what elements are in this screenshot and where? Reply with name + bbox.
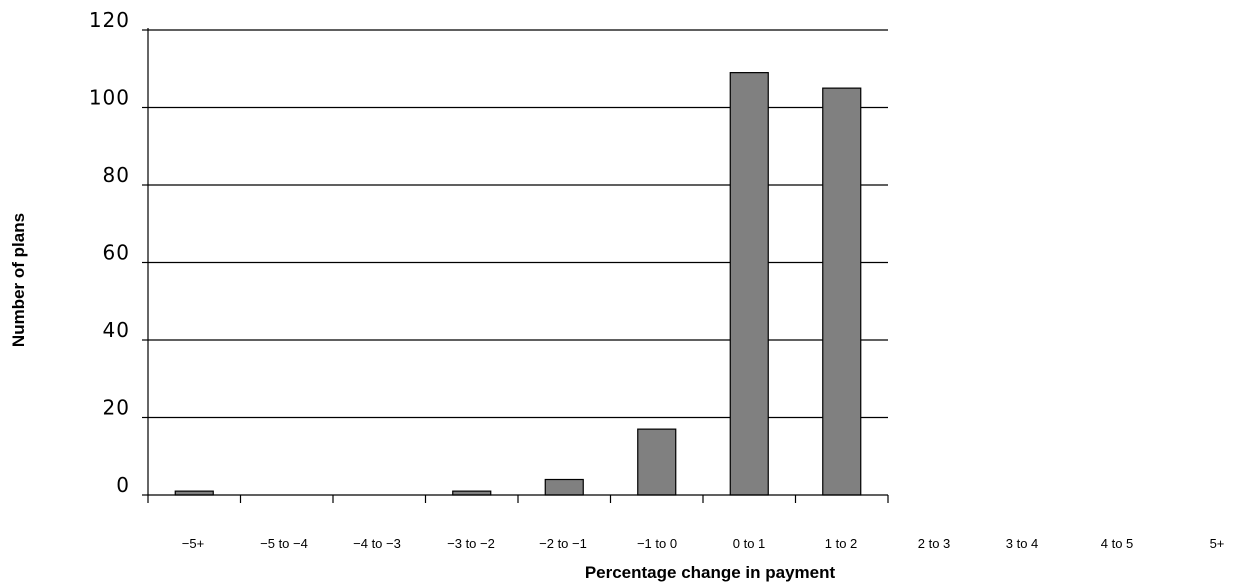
x-tick-label: −5 to −4 [260, 536, 308, 551]
bars [174, 72, 862, 496]
axes [142, 28, 889, 503]
x-tick-label: −1 to 0 [637, 536, 677, 551]
x-tick-label: −4 to −3 [353, 536, 401, 551]
bar [822, 87, 862, 496]
x-tick-label: 0 to 1 [733, 536, 766, 551]
x-tick-label: 4 to 5 [1101, 536, 1134, 551]
x-tick-label: 5+ [1210, 536, 1225, 551]
x-tick-label: −2 to −1 [539, 536, 587, 551]
x-axis-title: Percentage change in payment [585, 563, 836, 582]
y-tick-label: 120 [89, 8, 130, 32]
x-tick-label: −5+ [182, 536, 204, 551]
x-tick-label: 3 to 4 [1006, 536, 1039, 551]
gridlines [148, 29, 888, 419]
y-tick-label: 60 [103, 241, 130, 265]
bar [544, 478, 584, 496]
x-tick-label: 1 to 2 [825, 536, 858, 551]
x-tick-label: −3 to −2 [447, 536, 495, 551]
y-tick-labels: 0 20 40 60 80 100 120 [89, 8, 130, 497]
y-tick-label: 100 [89, 86, 130, 110]
y-tick-label: 0 [116, 473, 130, 497]
y-axis-title: Number of plans [9, 213, 28, 347]
y-tick-label: 20 [103, 396, 130, 420]
x-tick-label: 2 to 3 [918, 536, 951, 551]
bar [637, 428, 677, 496]
bar [729, 72, 769, 496]
x-tick-labels: −5+ −5 to −4 −4 to −3 −3 to −2 −2 to −1 −1 to… [182, 536, 1225, 551]
y-tick-label: 40 [103, 318, 130, 342]
y-tick-label: 80 [103, 163, 130, 187]
